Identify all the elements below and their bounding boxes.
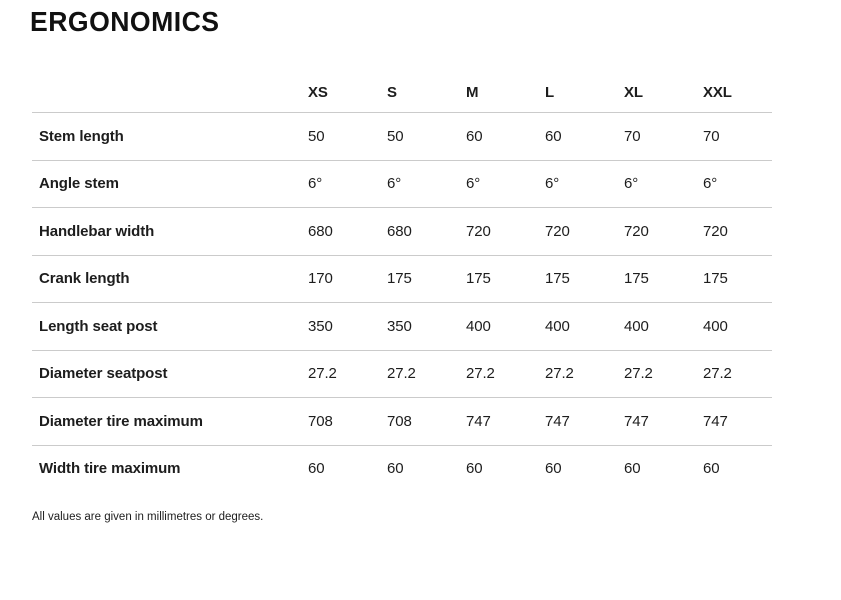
row-label: Diameter seatpost — [39, 365, 168, 383]
table-row: Handlebar width 680 680 720 720 720 720 — [32, 207, 772, 255]
value-cell: 170 — [308, 270, 333, 288]
table-header-row: XS S M L XL XXL — [32, 72, 772, 112]
value-cell: 6° — [387, 175, 402, 193]
ergonomics-table: XS S M L XL XXL Stem length 50 50 60 60 70 70 A… — [32, 72, 772, 492]
value-cell: 70 — [703, 127, 720, 145]
value-cell: 400 — [624, 317, 649, 335]
table-row: Diameter tire maximum 708 708 747 747 747 747 — [32, 397, 772, 445]
value-cell: 400 — [466, 317, 491, 335]
value-cell: 747 — [466, 412, 491, 430]
value-cell: 680 — [387, 222, 412, 240]
value-cell: 70 — [624, 127, 641, 145]
value-cell: 400 — [703, 317, 728, 335]
value-cell: 6° — [308, 175, 323, 193]
value-cell: 747 — [703, 412, 728, 430]
row-label: Angle stem — [39, 175, 119, 193]
value-cell: 720 — [703, 222, 728, 240]
footnote: All values are given in millimetres or d… — [32, 511, 264, 523]
value-cell: 27.2 — [308, 365, 337, 383]
row-label: Width tire maximum — [39, 460, 181, 478]
value-cell: 27.2 — [624, 365, 653, 383]
value-cell: 27.2 — [387, 365, 416, 383]
value-cell: 708 — [387, 412, 412, 430]
table-row: Diameter seatpost 27.2 27.2 27.2 27.2 27.2 27.… — [32, 349, 772, 398]
value-cell: 747 — [624, 412, 649, 430]
value-cell: 175 — [387, 270, 412, 288]
table-row: Length seat post 350 350 400 400 400 400 — [32, 302, 772, 350]
value-cell: 6° — [545, 175, 560, 193]
page-title: ERGONOMICS — [30, 6, 220, 37]
row-label: Diameter tire maximum — [39, 412, 203, 430]
value-cell: 6° — [466, 175, 481, 193]
ergonomics-section: ERGONOMICS XS S M L XL XXL Stem length 50… — [30, 6, 772, 523]
value-cell: 708 — [308, 412, 333, 430]
value-cell: 60 — [545, 460, 562, 478]
value-cell: 60 — [466, 460, 483, 478]
value-cell: 50 — [387, 127, 404, 145]
value-cell: 400 — [545, 317, 570, 335]
value-cell: 27.2 — [703, 365, 732, 383]
table-row: Crank length 170 175 175 175 175 175 — [32, 254, 772, 303]
table-body: Stem length 50 50 60 60 70 70 Angle stem 6° 6° 6° 6… — [32, 112, 772, 492]
value-cell: 60 — [308, 460, 325, 478]
value-cell: 175 — [545, 270, 570, 288]
value-cell: 720 — [624, 222, 649, 240]
column-header-xs: XS — [308, 83, 328, 101]
value-cell: 350 — [387, 317, 412, 335]
row-label: Length seat post — [39, 317, 158, 335]
table-row: Stem length 50 50 60 60 70 70 — [32, 112, 772, 160]
column-header-l: L — [545, 83, 555, 101]
value-cell: 27.2 — [545, 365, 574, 383]
value-cell: 175 — [624, 270, 649, 288]
value-cell: 60 — [545, 127, 562, 145]
column-header-s: S — [387, 83, 397, 101]
value-cell: 6° — [703, 175, 718, 193]
column-header-m: M — [466, 83, 479, 101]
value-cell: 720 — [545, 222, 570, 240]
value-cell: 60 — [387, 460, 404, 478]
value-cell: 350 — [308, 317, 333, 335]
value-cell: 175 — [466, 270, 491, 288]
row-label: Handlebar width — [39, 222, 155, 240]
column-header-xxl: XXL — [703, 83, 732, 101]
row-label: Stem length — [39, 127, 124, 145]
value-cell: 60 — [466, 127, 483, 145]
row-label: Crank length — [39, 270, 130, 288]
column-header-xl: XL — [624, 83, 643, 101]
table-row: Width tire maximum 60 60 60 60 60 60 — [32, 444, 772, 493]
value-cell: 60 — [703, 460, 720, 478]
value-cell: 747 — [545, 412, 570, 430]
value-cell: 50 — [308, 127, 325, 145]
table-row: Angle stem 6° 6° 6° 6° 6° 6° — [32, 159, 772, 208]
value-cell: 680 — [308, 222, 333, 240]
value-cell: 720 — [466, 222, 491, 240]
value-cell: 6° — [624, 175, 639, 193]
value-cell: 27.2 — [466, 365, 495, 383]
value-cell: 175 — [703, 270, 728, 288]
value-cell: 60 — [624, 460, 641, 478]
